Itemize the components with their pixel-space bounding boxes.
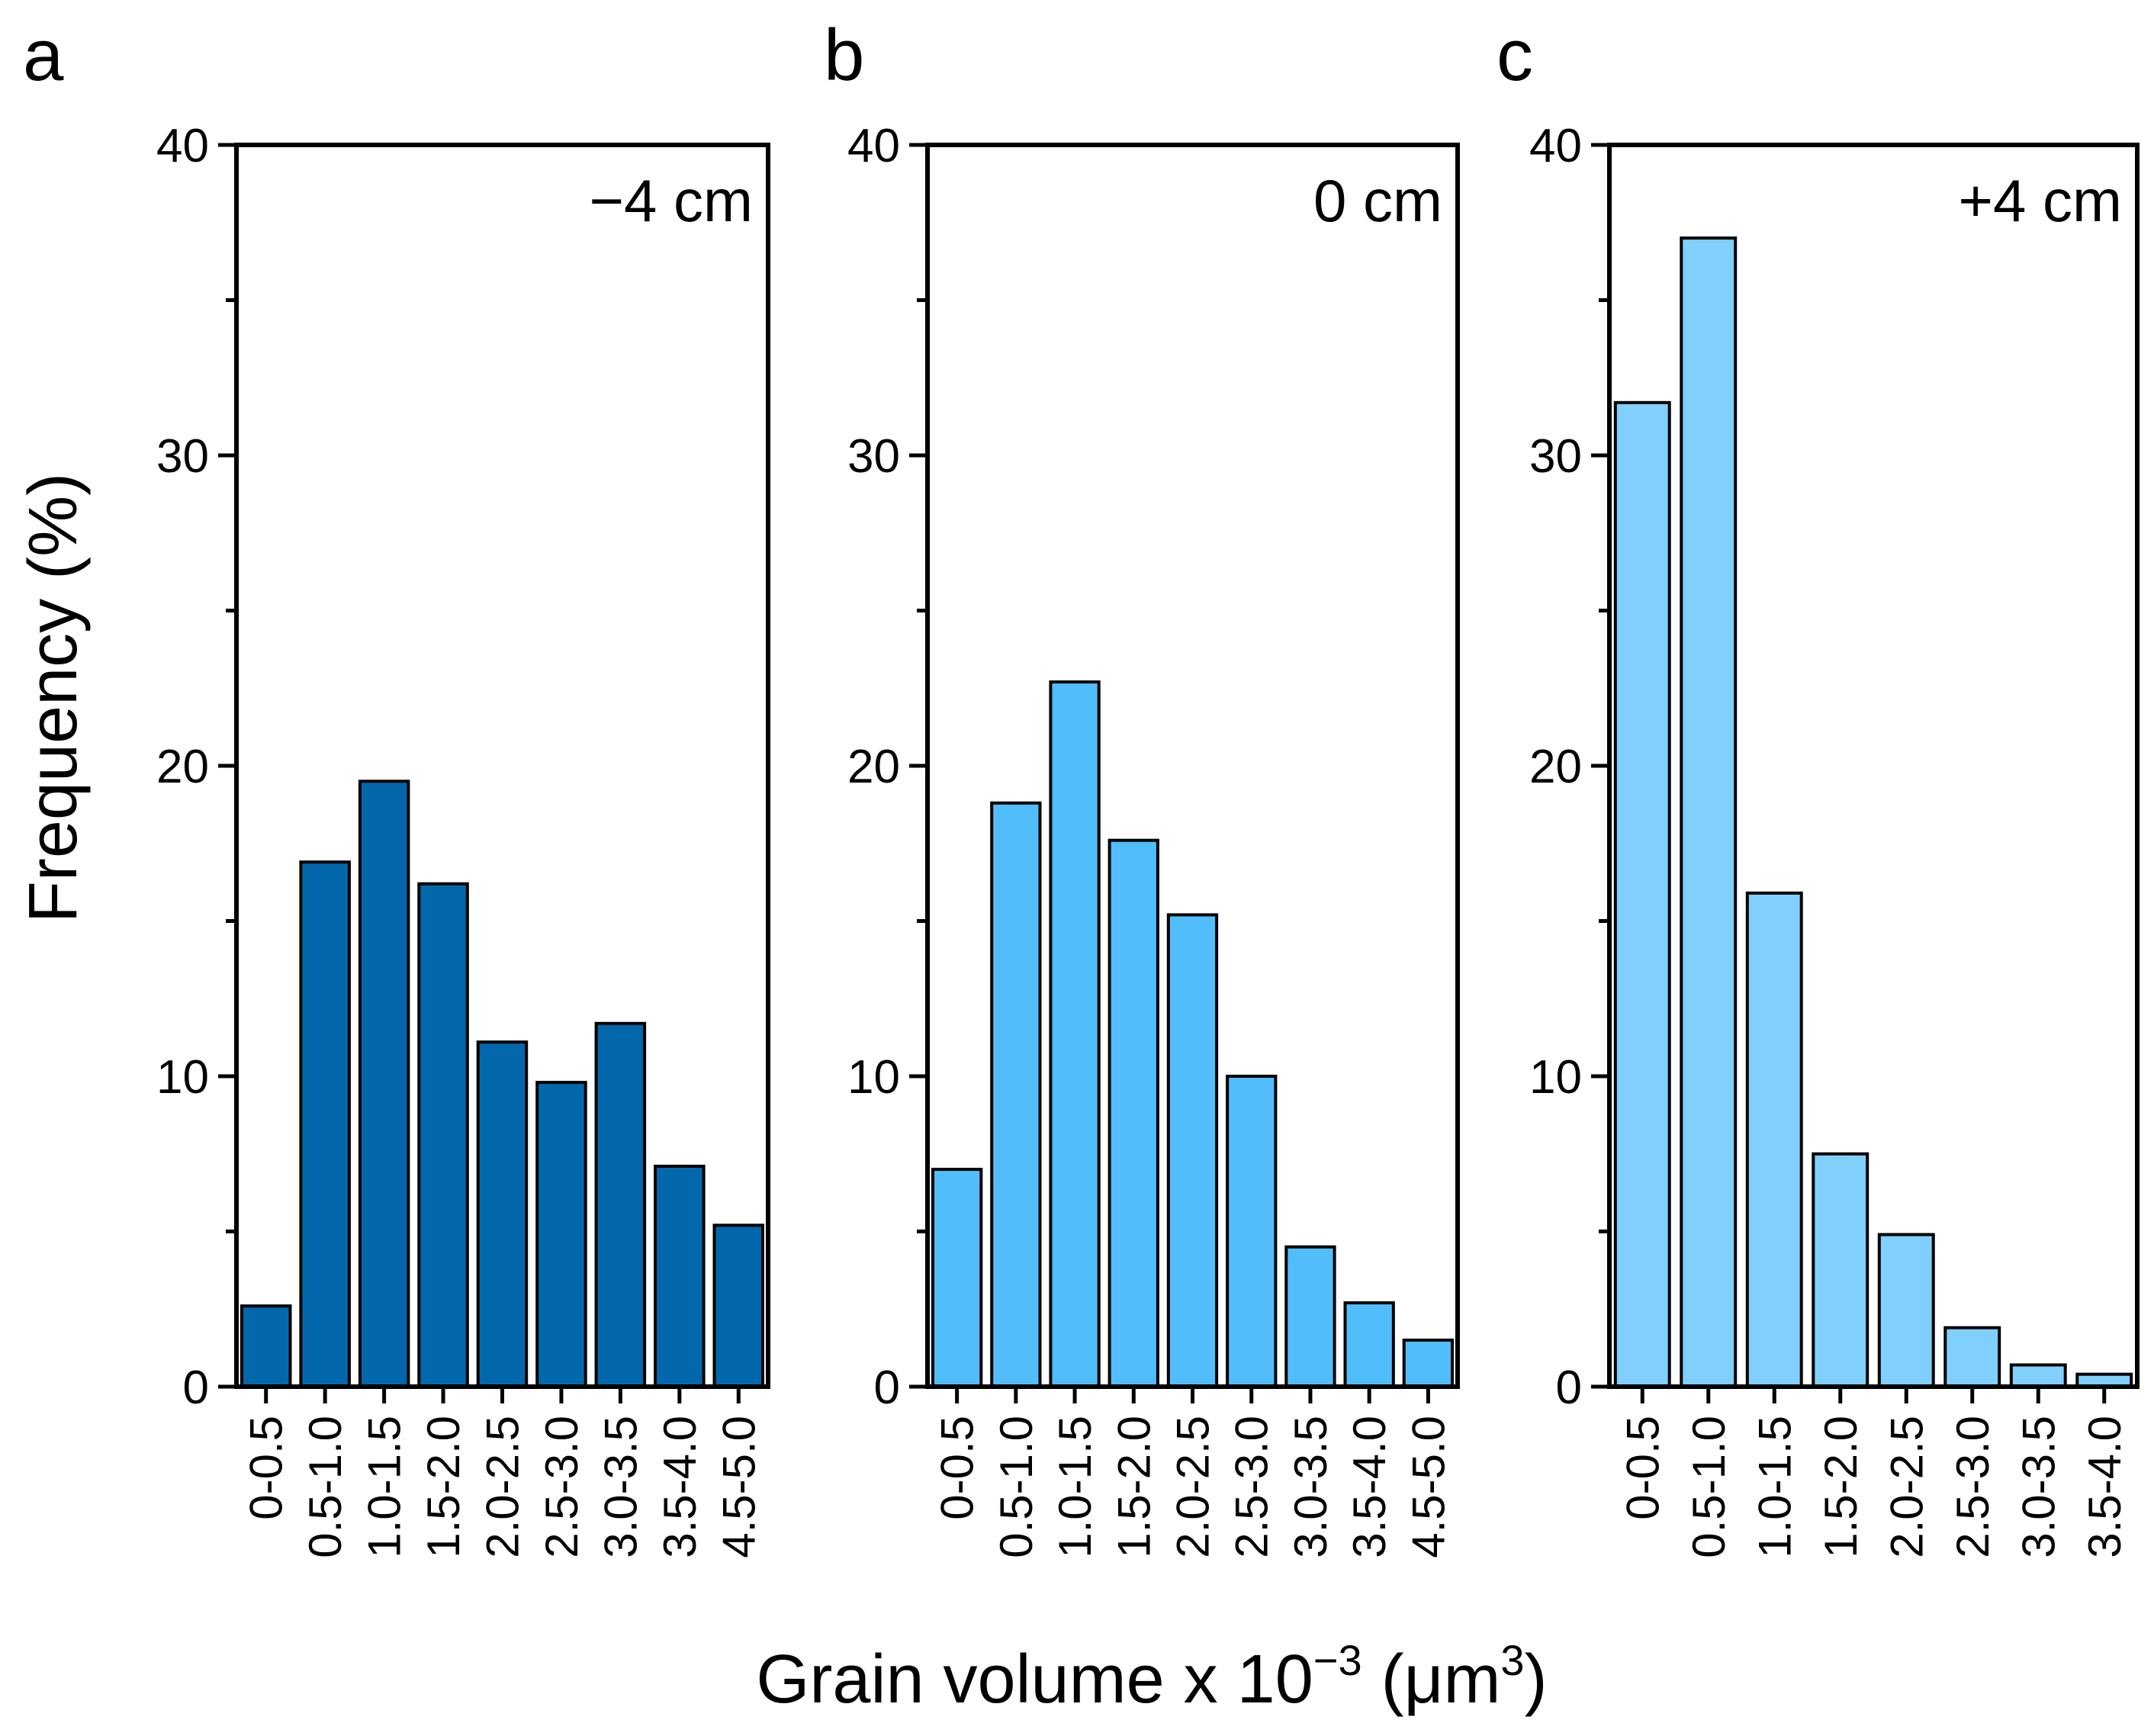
ytick-label-c-40: 40 — [1529, 120, 1582, 172]
x-axis-title-exponent: −3 — [1313, 1636, 1362, 1684]
panel-c-chart: 0 10 20 30 40 0-0.5 0.5-1.0 1.0-1.5 1.5-2.0 2.0-2… — [1529, 120, 2140, 1558]
xtick-label-c-4: 2.0-2.5 — [1881, 1416, 1932, 1558]
xtick-label-a-5: 2.5-3.0 — [536, 1416, 587, 1558]
bar-a-5 — [535, 1081, 587, 1388]
bar-c-2 — [1745, 891, 1803, 1388]
panel-label-b: b — [824, 14, 864, 96]
annotation-c: +4 cm — [1958, 167, 2122, 234]
xtick-label-a-4: 2.0-2.5 — [477, 1416, 529, 1558]
xtick-label-b-7: 3.5-4.0 — [1344, 1416, 1395, 1558]
bar-c-5 — [1943, 1326, 2001, 1388]
ytick-label-a-10: 10 — [156, 1051, 209, 1104]
ytick-label-a-20: 20 — [156, 741, 209, 793]
xtick-label-a-0: 0-0.5 — [241, 1416, 292, 1520]
ytick-label-b-40: 40 — [847, 120, 900, 172]
bar-a-1 — [299, 860, 351, 1388]
xtick-label-a-7: 3.5-4.0 — [654, 1416, 706, 1558]
xtick-label-a-1: 0.5-1.0 — [300, 1416, 351, 1558]
ytick-label-c-0: 0 — [1556, 1361, 1582, 1414]
xtick-label-a-3: 1.5-2.0 — [418, 1416, 469, 1558]
bar-b-0 — [931, 1168, 983, 1388]
ytick-label-b-10: 10 — [847, 1051, 900, 1104]
y-axis-title: Frequency (%) — [15, 473, 92, 923]
xtick-label-c-2: 1.0-1.5 — [1749, 1416, 1800, 1558]
bar-a-3 — [417, 882, 469, 1388]
ytick-label-b-30: 30 — [847, 430, 900, 483]
panel-b-chart: 0 10 20 30 40 0-0.5 0.5-1.0 1.0-1.5 1.5-2.0 2.0-2… — [847, 120, 1460, 1558]
xtick-label-c-3: 1.5-2.0 — [1815, 1416, 1866, 1558]
x-axis-title: Grain volume x 10−3 (μm3) — [756, 1636, 1547, 1718]
ytick-label-c-20: 20 — [1529, 741, 1582, 793]
bar-a-0 — [240, 1304, 292, 1388]
bar-c-0 — [1613, 400, 1671, 1388]
xtick-label-b-3: 1.5-2.0 — [1108, 1416, 1159, 1558]
xtick-label-b-4: 2.0-2.5 — [1168, 1416, 1219, 1558]
ytick-label-a-30: 30 — [156, 430, 209, 483]
ytick-label-a-0: 0 — [183, 1361, 209, 1414]
x-axis-title-unit-exponent: 3 — [1500, 1636, 1524, 1684]
xtick-label-b-2: 1.0-1.5 — [1050, 1416, 1101, 1558]
xtick-label-c-1: 0.5-1.0 — [1683, 1416, 1734, 1558]
bar-b-3 — [1108, 838, 1159, 1388]
xtick-label-a-8: 4.5-5.0 — [713, 1416, 764, 1558]
ytick-label-b-0: 0 — [874, 1361, 900, 1414]
x-axis-title-unit-close: ) — [1525, 1641, 1548, 1718]
xtick-label-c-5: 2.5-3.0 — [1947, 1416, 1998, 1558]
annotation-b: 0 cm — [1313, 167, 1442, 234]
bar-a-2 — [358, 780, 410, 1389]
xtick-label-a-6: 3.0-3.5 — [595, 1416, 646, 1558]
annotation-a: −4 cm — [589, 167, 753, 234]
bar-b-5 — [1226, 1075, 1278, 1388]
bar-a-4 — [476, 1040, 529, 1388]
x-axis-title-main: Grain volume x 10 — [756, 1641, 1313, 1718]
bar-b-1 — [990, 801, 1042, 1389]
ytick-label-c-10: 10 — [1529, 1051, 1582, 1104]
bar-b-8 — [1402, 1339, 1454, 1388]
bar-b-4 — [1166, 913, 1219, 1388]
xtick-label-c-7: 3.5-4.0 — [2079, 1416, 2130, 1558]
bar-a-6 — [594, 1021, 647, 1389]
panel-label-c: c — [1497, 14, 1533, 96]
bar-c-6 — [2009, 1363, 2067, 1388]
bar-b-2 — [1049, 680, 1101, 1388]
bar-c-1 — [1680, 236, 1738, 1389]
bar-a-8 — [712, 1223, 764, 1389]
xtick-label-c-6: 3.0-3.5 — [2013, 1416, 2064, 1558]
ytick-label-a-40: 40 — [156, 120, 209, 172]
xtick-label-b-6: 3.0-3.5 — [1285, 1416, 1336, 1558]
xtick-label-c-0: 0-0.5 — [1617, 1416, 1668, 1520]
bar-b-7 — [1343, 1301, 1395, 1388]
panel-a-chart: 0 10 20 30 40 0-0.5 0.5-1.0 1.0-1.5 1.5-2.0 2.0-2… — [156, 120, 770, 1558]
bar-b-6 — [1284, 1245, 1336, 1389]
ytick-label-b-20: 20 — [847, 741, 900, 793]
xtick-label-b-0: 0-0.5 — [932, 1416, 983, 1520]
xtick-label-b-1: 0.5-1.0 — [991, 1416, 1042, 1558]
ytick-label-c-30: 30 — [1529, 430, 1582, 483]
bar-c-3 — [1812, 1152, 1869, 1389]
xtick-label-b-5: 2.5-3.0 — [1226, 1416, 1278, 1558]
bar-c-4 — [1877, 1233, 1935, 1388]
xtick-label-a-2: 1.0-1.5 — [359, 1416, 410, 1558]
xtick-label-b-8: 4.5-5.0 — [1403, 1416, 1454, 1558]
bar-a-7 — [654, 1165, 706, 1388]
panel-label-a: a — [23, 14, 64, 96]
x-axis-title-unit: (μm — [1362, 1641, 1501, 1718]
